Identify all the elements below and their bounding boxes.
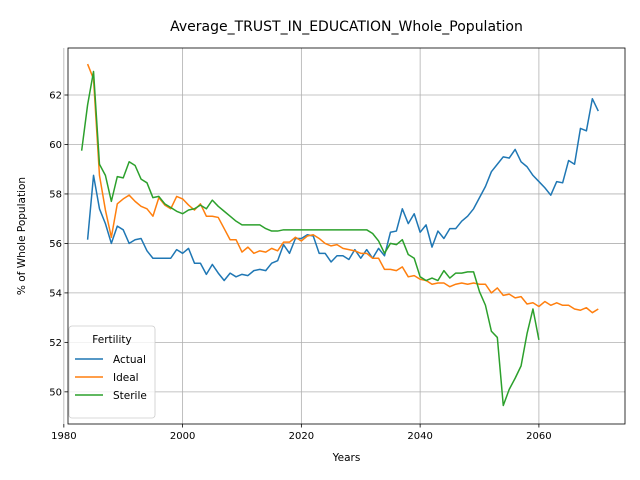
legend-label: Ideal [113,372,139,384]
plot-frame [67,47,626,425]
series-line-sterile [80,70,540,407]
legend-label: Sterile [113,390,147,402]
legend-label: Actual [113,354,146,366]
legend-title: Fertility [92,334,131,346]
series-line-ideal [86,63,599,314]
x-tick-label: 2000 [170,431,195,442]
y-axis: 50 52 54 56 58 60 62 [49,91,68,398]
y-tick-label: 60 [49,140,62,151]
series-line-actual [86,97,599,282]
series-layer [80,63,599,407]
chart-title: Average_TRUST_IN_EDUCATION_Whole_Populat… [170,19,523,35]
x-tick-label: 2040 [407,431,432,442]
x-tick-label: 1980 [51,431,76,442]
legend-item-ideal: Ideal [75,372,139,384]
grid [63,48,625,424]
y-tick-label: 50 [49,387,62,398]
legend-entries: Actual Ideal Sterile [75,354,147,402]
x-tick-label: 2020 [289,431,314,442]
x-axis-label: Years [332,452,361,464]
legend-item-actual: Actual [75,354,146,366]
y-tick-label: 58 [49,189,62,200]
x-tick-label: 2060 [526,431,551,442]
y-axis-label: % of Whole Population [16,177,28,295]
legend-item-sterile: Sterile [75,390,147,402]
y-tick-label: 54 [49,288,62,299]
legend: Fertility Actual Ideal Sterile [68,325,156,419]
y-tick-label: 62 [49,91,62,102]
x-axis: 1980 2000 2020 2040 2060 [51,424,552,442]
y-tick-label: 52 [49,338,62,349]
y-tick-label: 56 [49,239,62,250]
